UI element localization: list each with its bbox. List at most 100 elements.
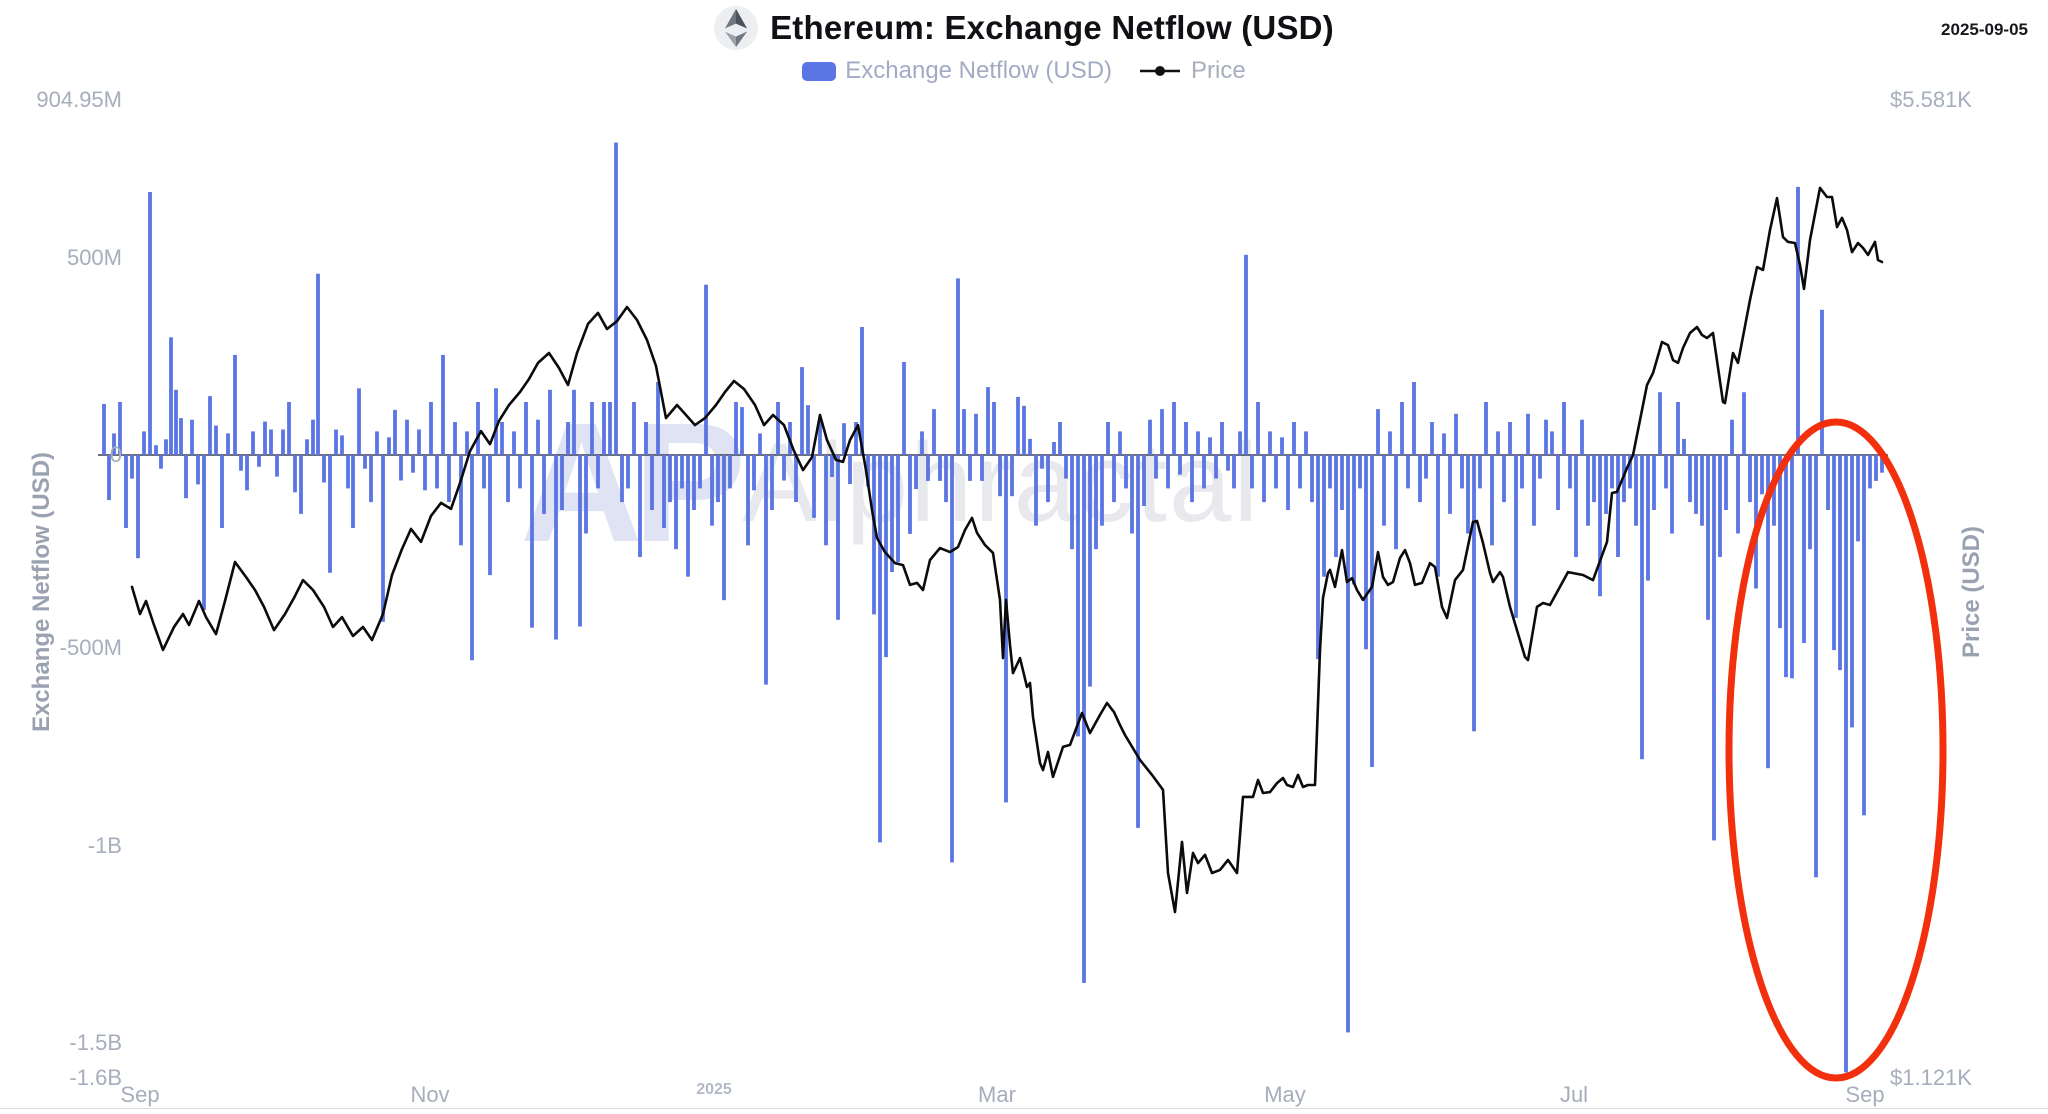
price-legend-marker-icon (1140, 66, 1181, 76)
netflow-bar (1382, 455, 1386, 526)
netflow-bar (716, 455, 720, 503)
netflow-bar (974, 413, 978, 455)
netflow-bar (1544, 419, 1548, 455)
netflow-bar (698, 455, 702, 489)
netflow-bar (363, 455, 367, 469)
netflow-bars-series (102, 142, 1884, 1073)
netflow-bar (920, 431, 924, 455)
netflow-bar (148, 192, 152, 455)
netflow-bar (1310, 455, 1314, 503)
netflow-bar (680, 455, 684, 489)
netflow-bar (1178, 455, 1182, 475)
netflow-bar (878, 455, 882, 843)
netflow-bar (1784, 455, 1788, 678)
netflow-bar (1244, 254, 1248, 455)
netflow-bar (1712, 455, 1716, 841)
netflow-bar (1514, 455, 1518, 618)
netflow-bar (1322, 455, 1326, 577)
netflow-bar (369, 455, 373, 503)
netflow-bar (322, 455, 326, 483)
header: Ethereum: Exchange Netflow (USD) (0, 6, 2048, 50)
netflow-bar (998, 455, 1002, 497)
netflow-bar (1262, 455, 1266, 503)
netflow-bar (1118, 431, 1122, 455)
netflow-bar (962, 409, 966, 455)
netflow-bar (1028, 438, 1032, 455)
netflow-bar (1640, 455, 1644, 760)
netflow-bar (704, 284, 708, 455)
netflow-bar (1490, 455, 1494, 546)
ethereum-icon (714, 6, 759, 50)
netflow-bar (608, 402, 612, 455)
netflow-bar (488, 455, 492, 576)
netflow-bar (1502, 455, 1506, 503)
netflow-bar (956, 278, 960, 455)
netflow-bar (1832, 455, 1836, 651)
legend-item-netflow[interactable]: Exchange Netflow (USD) (802, 57, 1112, 85)
netflow-bar (429, 402, 433, 455)
netflow-bar (1796, 186, 1800, 455)
netflow-bar (1460, 455, 1464, 489)
netflow-bar (602, 402, 606, 455)
netflow-bar (1010, 455, 1014, 497)
netflow-bar (1226, 455, 1230, 471)
netflow-bar (453, 422, 457, 455)
netflow-bar (1766, 455, 1770, 769)
netflow-bar (734, 402, 738, 455)
netflow-bar (1166, 455, 1170, 489)
netflow-bar (542, 455, 546, 514)
netflow-bar (287, 402, 291, 455)
netflow-bar (470, 455, 474, 661)
netflow-bar (208, 396, 212, 455)
netflow-bar (1862, 455, 1866, 816)
netflow-bar (1316, 455, 1320, 660)
legend-item-price[interactable]: Price (1138, 57, 1246, 85)
netflow-bar (251, 431, 255, 455)
netflow-bar (316, 273, 320, 455)
netflow-bar (806, 405, 810, 455)
netflow-bar (968, 455, 972, 481)
netflow-bar (1586, 455, 1590, 526)
netflow-bar (548, 389, 552, 455)
netflow-bar (1430, 422, 1434, 455)
netflow-bar (1454, 413, 1458, 455)
netflow-bar (1280, 437, 1284, 455)
netflow-bar (1808, 455, 1812, 550)
netflow-bar (311, 419, 315, 455)
netflow-bar (1538, 455, 1542, 479)
netflow-bar (926, 455, 930, 481)
netflow-bar (500, 422, 504, 455)
netflow-bar (269, 429, 273, 455)
netflow-bar (196, 455, 200, 485)
netflow-bar (1388, 431, 1392, 455)
netflow-bar (328, 455, 332, 573)
netflow-bar (860, 327, 864, 455)
netflow-bar (1070, 455, 1074, 550)
netflow-bar (794, 455, 798, 503)
netflow-bar (1580, 419, 1584, 455)
netflow-bar (1700, 455, 1704, 526)
netflow-bar (1610, 455, 1614, 489)
netflow-bar (668, 455, 672, 503)
netflow-bar (830, 455, 834, 477)
netflow-bar (884, 455, 888, 658)
netflow-bar (1724, 455, 1728, 510)
netflow-bar (1634, 455, 1638, 526)
netflow-bar (340, 435, 344, 455)
netflow-bar (1676, 402, 1680, 455)
netflow-bar (1850, 455, 1854, 728)
netflow-bar (1874, 455, 1878, 481)
netflow-bar (1394, 455, 1398, 550)
netflow-bar (1370, 455, 1374, 767)
netflow-bar (476, 402, 480, 455)
netflow-bar (174, 389, 178, 455)
red-circle-annotation (1725, 418, 1947, 1082)
netflow-bar (387, 437, 391, 455)
netflow-bar (1604, 455, 1608, 514)
netflow-bar (1292, 422, 1296, 455)
netflow-bar (986, 387, 990, 455)
netflow-bar (1304, 431, 1308, 455)
netflow-bar (1658, 392, 1662, 455)
